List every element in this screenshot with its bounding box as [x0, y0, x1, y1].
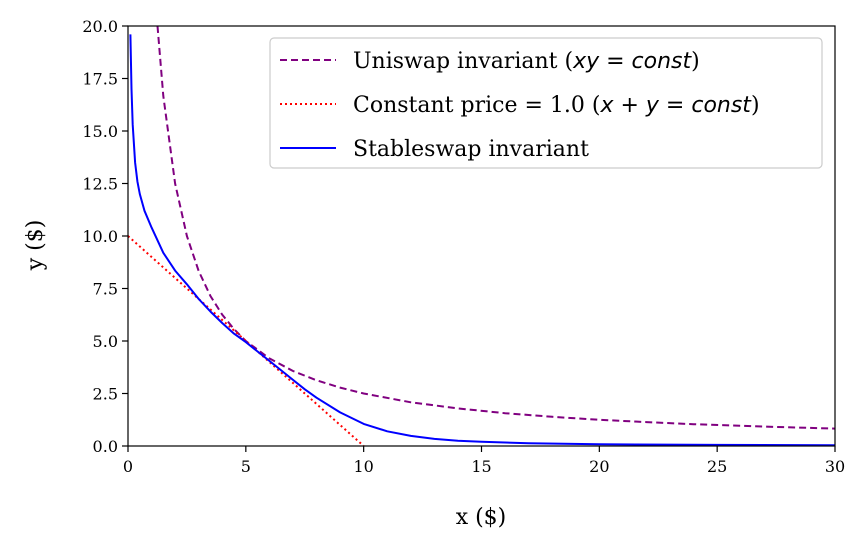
y-tick-label: 0.0: [93, 437, 118, 456]
y-axis-label: y ($): [23, 220, 48, 272]
x-tick-label: 20: [589, 457, 609, 476]
y-tick-label: 17.5: [82, 70, 118, 89]
series-layer: [128, 26, 835, 446]
legend-label-math: xy = const: [572, 49, 692, 74]
legend: Uniswap invariant (xy = const)Constant p…: [269, 37, 823, 169]
y-tick-label: 2.5: [93, 385, 118, 404]
legend-label-suffix: ): [691, 49, 700, 74]
legend-label-suffix: ): [751, 93, 760, 118]
y-tick-label: 20.0: [82, 17, 118, 36]
x-axis-label: x ($): [456, 505, 507, 530]
legend-label-prefix: Stableswap invariant: [353, 137, 589, 162]
x-tick-label: 10: [353, 457, 373, 476]
x-axis-ticks: 0 5 10 15 20 25 30: [123, 446, 845, 476]
legend-label-prefix: Constant price = 1.0 (: [353, 93, 600, 118]
x-tick-label: 25: [707, 457, 727, 476]
legend-label: Stableswap invariant: [353, 137, 589, 162]
legend-label: Uniswap invariant (xy = const): [353, 49, 700, 74]
legend-label: Constant price = 1.0 (x + y = const): [353, 93, 760, 118]
x-tick-label: 15: [471, 457, 491, 476]
x-tick-label: 5: [241, 457, 251, 476]
y-tick-label: 5.0: [93, 332, 118, 351]
y-tick-label: 12.5: [82, 175, 118, 194]
legend-label-prefix: Uniswap invariant (: [353, 49, 573, 74]
series-line-2: [129, 34, 835, 446]
y-tick-label: 10.0: [82, 227, 118, 246]
y-axis-ticks: 0.0 2.5 5.0 7.5 10.0 12.5 15.0 17.5 20.0: [82, 17, 128, 456]
y-tick-label: 7.5: [93, 280, 118, 299]
x-tick-label: 30: [825, 457, 845, 476]
legend-box: [269, 37, 823, 169]
y-tick-label: 15.0: [82, 122, 118, 141]
series-line-0: [156, 26, 835, 430]
x-tick-label: 0: [123, 457, 133, 476]
legend-label-math: x + y = const: [599, 93, 752, 118]
